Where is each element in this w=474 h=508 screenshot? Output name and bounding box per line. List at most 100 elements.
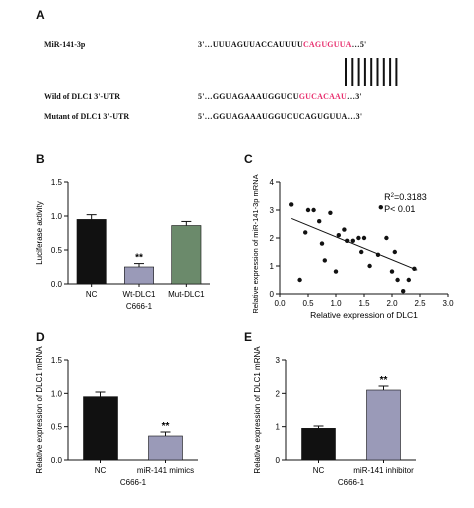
data-point [328, 210, 333, 215]
data-point [333, 269, 339, 274]
y-tick-label: 2 [270, 234, 275, 243]
x-tick-label: NC [86, 290, 98, 299]
mutant-dlc1-sequence: 5'…GGUAGAAAUGGUCUCAGUGUUA…3' [198, 112, 362, 121]
y-tick-label: 4 [270, 178, 275, 187]
y-axis-title: Relative expression of DLC1 mRNA [253, 346, 262, 474]
data-point [356, 235, 361, 241]
significance-label: ** [380, 375, 388, 386]
data-point [406, 277, 411, 283]
chart-d: 0.0 0.5 1.0 1.5 NC miR-141 mimics ** C666-1 Rela… [35, 346, 198, 487]
mir-141-sequence: 3'…UUUAGUUACCAUUUUCAGUGUUA…5' [198, 40, 366, 49]
x-tick-label: miR-141 inhibitor [353, 466, 414, 475]
y-tick-label: 0.5 [51, 423, 63, 432]
y-tick-label: 1.0 [51, 389, 63, 398]
y-tick-label: 0.5 [51, 246, 63, 255]
x-tick-label: NC [95, 466, 107, 475]
y-tick-label: 1.5 [51, 356, 63, 365]
chart-e: 0 1 2 3 NC miR-141 inhibitor ** C666-1 Relative … [253, 346, 416, 487]
panel-letter-d: D [36, 330, 45, 344]
y-tick-label: 0 [276, 456, 281, 465]
data-point [350, 238, 355, 243]
y-tick-label: 1.0 [51, 212, 63, 221]
r-squared-superscript: 2 [391, 193, 395, 199]
data-point [317, 219, 322, 224]
data-point [412, 266, 417, 271]
bar-nc [301, 428, 336, 461]
x-tick-label: 1.0 [330, 299, 342, 308]
wild-seq-suffix: …3' [347, 92, 362, 101]
y-tick-label: 0.0 [51, 456, 63, 465]
bar-wt-dlc1 [124, 266, 154, 285]
y-tick-label: 3 [270, 206, 275, 215]
x-tick-label: Wt-DLC1 [123, 290, 156, 299]
data-point [389, 269, 395, 274]
panel-letter-b: B [36, 152, 45, 166]
data-point [359, 249, 364, 255]
y-tick-label: 0.0 [51, 280, 63, 289]
y-axis-title: Relative expression of DLC1 mRNA [35, 346, 44, 474]
wild-seq-prefix: 5'…GGUAGAAAUGGUCU [198, 92, 299, 101]
y-tick-label: 2 [276, 389, 281, 398]
data-point [345, 238, 350, 243]
x-tick-label: 0.5 [302, 299, 314, 308]
r-squared-symbol: R [384, 192, 391, 202]
y-axis-title: Relative expression of miR-141-3p mRNA [251, 174, 260, 313]
y-tick-label: 0 [270, 290, 275, 299]
data-point [367, 263, 372, 269]
data-point [375, 252, 381, 257]
mutant-dlc1-label: Mutant of DLC1 3'-UTR [44, 112, 130, 121]
x-tick-label: NC [313, 466, 325, 475]
wild-dlc1-sequence: 5'…GGUAGAAAUGGUCUGUCACAAU…3' [198, 92, 362, 101]
x-tick-label: 2.5 [414, 299, 426, 308]
x-tick-label: miR-141 mimics [137, 466, 194, 475]
data-point [297, 277, 302, 283]
data-point [336, 233, 341, 238]
y-tick-label: 1.5 [51, 178, 63, 187]
p-value-label: P< 0.01 [384, 204, 415, 214]
x-tick-label: 0.0 [274, 299, 286, 308]
mir-141-label: MiR-141-3p [44, 40, 86, 49]
panel-letter-e: E [244, 330, 253, 344]
bar-mir-141-mimics [148, 435, 183, 461]
data-point [395, 277, 400, 283]
panel-letter-a: A [36, 8, 45, 22]
r-squared-value: =0.3183 [394, 192, 427, 202]
wild-seq-highlight: GUCACAAU [298, 92, 347, 101]
bar-nc [83, 396, 118, 461]
x-tick-label: 2.0 [386, 299, 398, 308]
data-point [401, 289, 406, 294]
panel-letter-c: C [244, 152, 253, 166]
bar-mut-dlc1 [171, 225, 202, 285]
x-tick-label: Mut-DLC1 [168, 290, 205, 299]
data-point [305, 207, 311, 213]
bar-nc [76, 219, 107, 285]
significance-label: ** [135, 253, 143, 264]
mutant-seq-prefix: 5'…GGUAGAAAUGGUCUCAGUGUUA…3' [198, 112, 363, 121]
r-squared-label: R2=0.3183 [384, 192, 427, 202]
significance-label: ** [162, 421, 170, 432]
y-tick-label: 1 [270, 262, 275, 271]
x-axis-title: Relative expression of DLC1 [310, 310, 418, 320]
mir-141-seq-suffix: …5' [351, 40, 367, 49]
data-point [289, 202, 294, 207]
x-axis-title: C666-1 [120, 478, 147, 487]
regression-line [291, 217, 418, 271]
x-tick-label: 3.0 [442, 299, 454, 308]
data-point [303, 230, 308, 235]
y-axis-title: Luciferase activity [35, 201, 44, 265]
data-point [319, 241, 325, 246]
data-point [392, 249, 397, 255]
x-tick-label: 1.5 [358, 299, 370, 308]
mir-141-seq-highlight: CAGUGUUA [302, 40, 352, 49]
data-point [342, 227, 347, 232]
data-point [384, 235, 389, 241]
data-point [361, 235, 367, 241]
x-axis-title: C666-1 [126, 302, 153, 310]
y-tick-label: 1 [276, 423, 281, 432]
data-point [378, 205, 383, 210]
data-point [322, 258, 327, 263]
mir-141-seq-prefix: 3'…UUUAGUUACCAUUUU [198, 40, 303, 49]
chart-b: 0.0 0.5 1.0 1.5 NC Wt-DLC1 ** Mut-DLC1 C666-1 Luc… [35, 178, 210, 310]
data-point [311, 207, 316, 213]
